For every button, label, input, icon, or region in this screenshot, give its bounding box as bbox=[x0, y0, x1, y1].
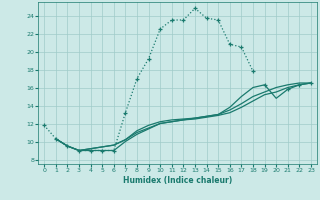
X-axis label: Humidex (Indice chaleur): Humidex (Indice chaleur) bbox=[123, 176, 232, 185]
